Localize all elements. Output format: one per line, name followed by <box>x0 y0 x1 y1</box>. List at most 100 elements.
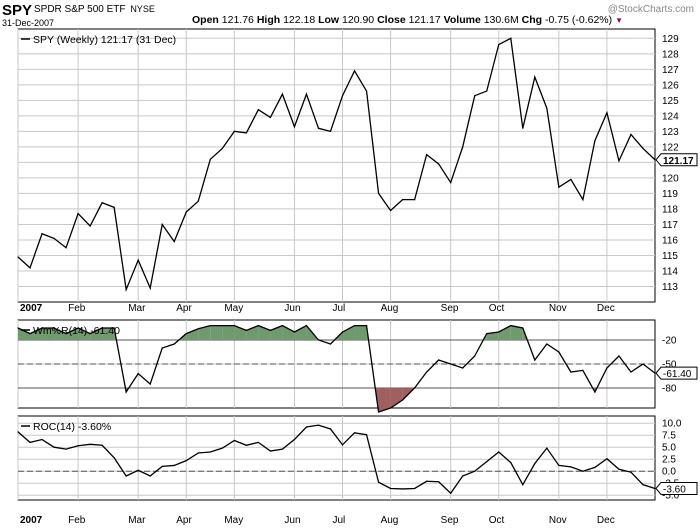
price-data-point <box>329 130 332 132</box>
roc-data-point <box>65 448 67 450</box>
close-value: 121.17 <box>408 14 441 26</box>
roc-data-point <box>462 475 464 477</box>
wmr-data-point <box>582 369 584 371</box>
wmr-data-point <box>377 411 380 413</box>
wmr-data-point <box>137 373 139 375</box>
roc-x-tick-label: Dec <box>597 515 615 526</box>
wmr-data-point <box>426 371 428 373</box>
roc-data-point <box>197 452 199 454</box>
price-series-line <box>17 37 656 293</box>
price-x-tick-label: Sep <box>441 303 459 314</box>
price-data-point <box>209 158 211 160</box>
price-legend: SPY (Weekly) 121.17 (31 Dec) <box>33 34 176 46</box>
roc-data-point <box>137 469 139 471</box>
wmr-last-value-box <box>655 366 698 380</box>
price-data-point <box>281 93 284 95</box>
roc-x-tick-label: Sep <box>441 515 459 526</box>
wmr-data-point <box>498 331 500 333</box>
price-data-point <box>510 37 512 39</box>
wmr-data-point <box>642 363 644 365</box>
price-y-tick-label: 129 <box>662 34 679 45</box>
price-data-point <box>89 225 91 227</box>
price-data-point <box>101 202 103 204</box>
down-arrow-icon: ▼ <box>615 16 623 25</box>
wmr-data-point <box>173 343 175 345</box>
price-data-point <box>450 181 452 184</box>
roc-data-point <box>534 462 536 465</box>
price-x-tick-label: May <box>224 303 243 314</box>
wmr-data-point <box>29 333 31 335</box>
price-y-tick-label: 128 <box>662 49 679 60</box>
price-y-tick-label: 123 <box>662 127 679 138</box>
roc-data-point <box>305 426 308 428</box>
price-data-point <box>233 130 235 132</box>
price-x-tick-label: Dec <box>597 303 615 314</box>
roc-x-tick-label: Oct <box>489 515 505 526</box>
roc-y-tick-label: 10.0 <box>662 419 682 430</box>
wmr-data-point <box>546 343 548 345</box>
roc-data-point <box>41 438 43 441</box>
price-y-tick-label: 116 <box>662 235 678 246</box>
price-x-tick-label: Aug <box>381 303 399 314</box>
wmr-y-tick-label: -50 <box>662 360 677 371</box>
price-data-point <box>317 127 320 129</box>
price-last-value-label: 121.17 <box>663 156 694 167</box>
roc-data-point <box>510 461 512 464</box>
price-data-point <box>377 192 380 195</box>
wmr-data-point <box>41 327 43 329</box>
price-data-point <box>618 160 620 162</box>
wmr-data-point <box>101 327 103 329</box>
roc-data-point <box>642 484 644 486</box>
roc-y-tick-label: -5.0 <box>662 491 680 502</box>
close-label: Close <box>377 14 406 26</box>
wmr-data-point <box>594 391 596 393</box>
price-y-tick-label: 120 <box>662 173 679 184</box>
roc-data-point <box>389 487 392 490</box>
price-y-tick-label: 115 <box>662 251 678 262</box>
wmr-overbought-fill <box>510 325 523 340</box>
roc-data-point <box>221 447 223 449</box>
price-x-tick-label: Feb <box>68 303 86 314</box>
price-x-tick-label: Apr <box>176 303 192 314</box>
price-data-point <box>389 209 392 212</box>
exchange: NYSE <box>130 4 155 14</box>
roc-data-point <box>377 481 380 483</box>
price-data-point <box>474 95 476 97</box>
price-data-point <box>546 107 548 109</box>
price-y-tick-label: 113 <box>662 282 678 293</box>
price-data-point <box>161 223 163 226</box>
wmr-overbought-fill <box>90 328 103 340</box>
wmr-data-point <box>438 359 440 361</box>
price-x-tick-label: Oct <box>489 303 505 314</box>
wmr-overbought-fill <box>66 328 79 340</box>
roc-data-point <box>414 487 416 490</box>
roc-data-point <box>486 461 488 463</box>
price-data-point <box>642 147 644 150</box>
high-value: 122.18 <box>283 14 316 26</box>
roc-x-tick-label: Feb <box>68 515 86 526</box>
price-x-tick-label: Mar <box>128 303 146 314</box>
wmr-data-point <box>510 325 512 327</box>
price-data-point <box>426 154 428 156</box>
roc-data-point <box>281 448 284 450</box>
price-data-point <box>534 76 536 78</box>
price-data-point <box>185 211 187 213</box>
low-label: Low <box>318 14 340 26</box>
wmr-data-point <box>341 331 344 333</box>
roc-data-point <box>293 438 296 441</box>
date-label: 31-Dec-2007 <box>2 18 55 28</box>
price-data-point <box>438 163 440 165</box>
wmr-y-tick-label: -80 <box>662 384 677 395</box>
roc-data-point <box>450 492 452 494</box>
wmr-overbought-fill <box>210 325 223 340</box>
roc-data-point <box>618 468 620 470</box>
price-y-tick-label: 126 <box>662 80 679 91</box>
price-x-tick-label: Nov <box>549 303 567 314</box>
wmr-data-point <box>113 327 115 329</box>
wmr-overbought-fill <box>198 325 211 340</box>
wmr-series-line <box>17 324 656 413</box>
roc-data-point <box>438 481 440 483</box>
price-y-tick-label: 119 <box>662 189 678 200</box>
wmr-data-point <box>353 325 356 327</box>
price-data-point <box>582 199 584 201</box>
